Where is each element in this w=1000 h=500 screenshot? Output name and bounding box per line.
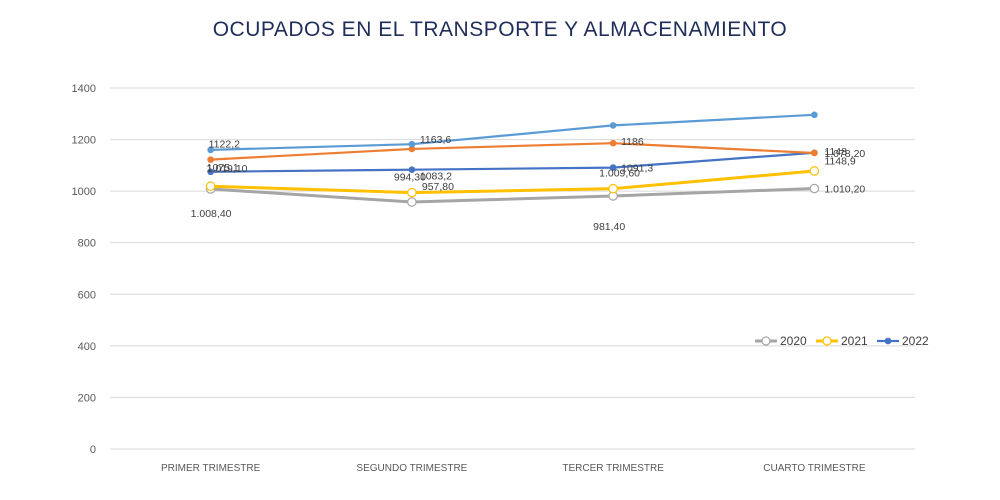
data-label: 1148,9	[824, 156, 855, 168]
y-tick-label: 0	[90, 444, 96, 456]
data-point	[809, 183, 820, 194]
series-line-series-3	[210, 142, 815, 161]
data-label: 1091,3	[621, 163, 653, 175]
y-tick-label: 1200	[72, 135, 96, 147]
data-label: 1186	[621, 136, 644, 148]
data-label: 1075,1	[207, 162, 239, 174]
data-label: 1.019,10	[207, 163, 248, 175]
grid	[110, 87, 915, 450]
data-label: 1148	[824, 146, 847, 158]
legend: 2020 2021 2022	[755, 334, 929, 348]
data-point	[809, 166, 820, 176]
data-point	[811, 149, 818, 157]
legend-marker	[761, 336, 771, 346]
y-tick-label: 400	[78, 341, 96, 353]
chart-title: OCUPADOS EN EL TRANSPORTE Y ALMACENAMIEN…	[212, 18, 788, 41]
data-point	[408, 145, 416, 153]
data-point	[207, 168, 214, 176]
data-label: 994,30	[394, 172, 426, 184]
data-label: 1.008,40	[191, 208, 232, 220]
series-line-2021	[210, 169, 815, 195]
data-point	[205, 181, 216, 192]
data-point	[407, 187, 417, 198]
legend-marker	[822, 336, 832, 346]
data-point	[608, 183, 618, 194]
data-point	[811, 111, 818, 119]
x-tick-label: PRIMER TRIMESTRE	[161, 463, 261, 474]
legend-label: 2020	[780, 334, 807, 348]
data-label: 1163,6	[420, 134, 451, 146]
data-point	[609, 139, 617, 147]
data-labels: 1.008,40 957,80 981,40 1.010,20 1.019,10 994,…	[191, 134, 866, 233]
y-tick-label: 200	[78, 392, 96, 404]
data-label: 1.009,60	[599, 168, 640, 180]
x-tick-label: SEGUNDO TRIMESTRE	[356, 463, 467, 474]
legend-marker	[884, 337, 892, 345]
y-axis-ticks: 0 200 400 600 800 1000 1200 1400	[72, 83, 96, 456]
data-point	[207, 156, 214, 163]
data-point	[408, 140, 416, 148]
data-point	[408, 166, 416, 173]
data-label: 1.010,20	[824, 184, 865, 196]
data-point	[207, 146, 214, 154]
data-label: 1122,2	[209, 139, 240, 151]
legend-label: 2022	[902, 334, 929, 348]
data-point	[609, 164, 617, 171]
series-line-series-4	[210, 113, 815, 151]
y-tick-label: 800	[78, 238, 96, 250]
series-lines	[205, 111, 820, 207]
data-label: 1.078,20	[824, 148, 865, 160]
data-label: 957,80	[422, 181, 454, 193]
data-point	[407, 197, 417, 207]
series-line-2020	[210, 187, 815, 204]
x-tick-label: TERCER TRIMESTRE	[562, 463, 664, 474]
data-label: 981,40	[593, 221, 625, 233]
y-tick-label: 1400	[72, 83, 96, 95]
y-tick-label: 600	[78, 289, 96, 301]
legend-label: 2021	[841, 334, 868, 348]
x-axis-ticks: PRIMER TRIMESTRE SEGUNDO TRIMESTRE TERCER …	[161, 463, 866, 474]
x-tick-label: CUARTO TRIMESTRE	[763, 463, 866, 474]
series-line-2022	[210, 151, 815, 173]
data-label: 1083,2	[420, 171, 452, 183]
y-tick-label: 1000	[72, 186, 96, 198]
data-point	[609, 122, 617, 129]
